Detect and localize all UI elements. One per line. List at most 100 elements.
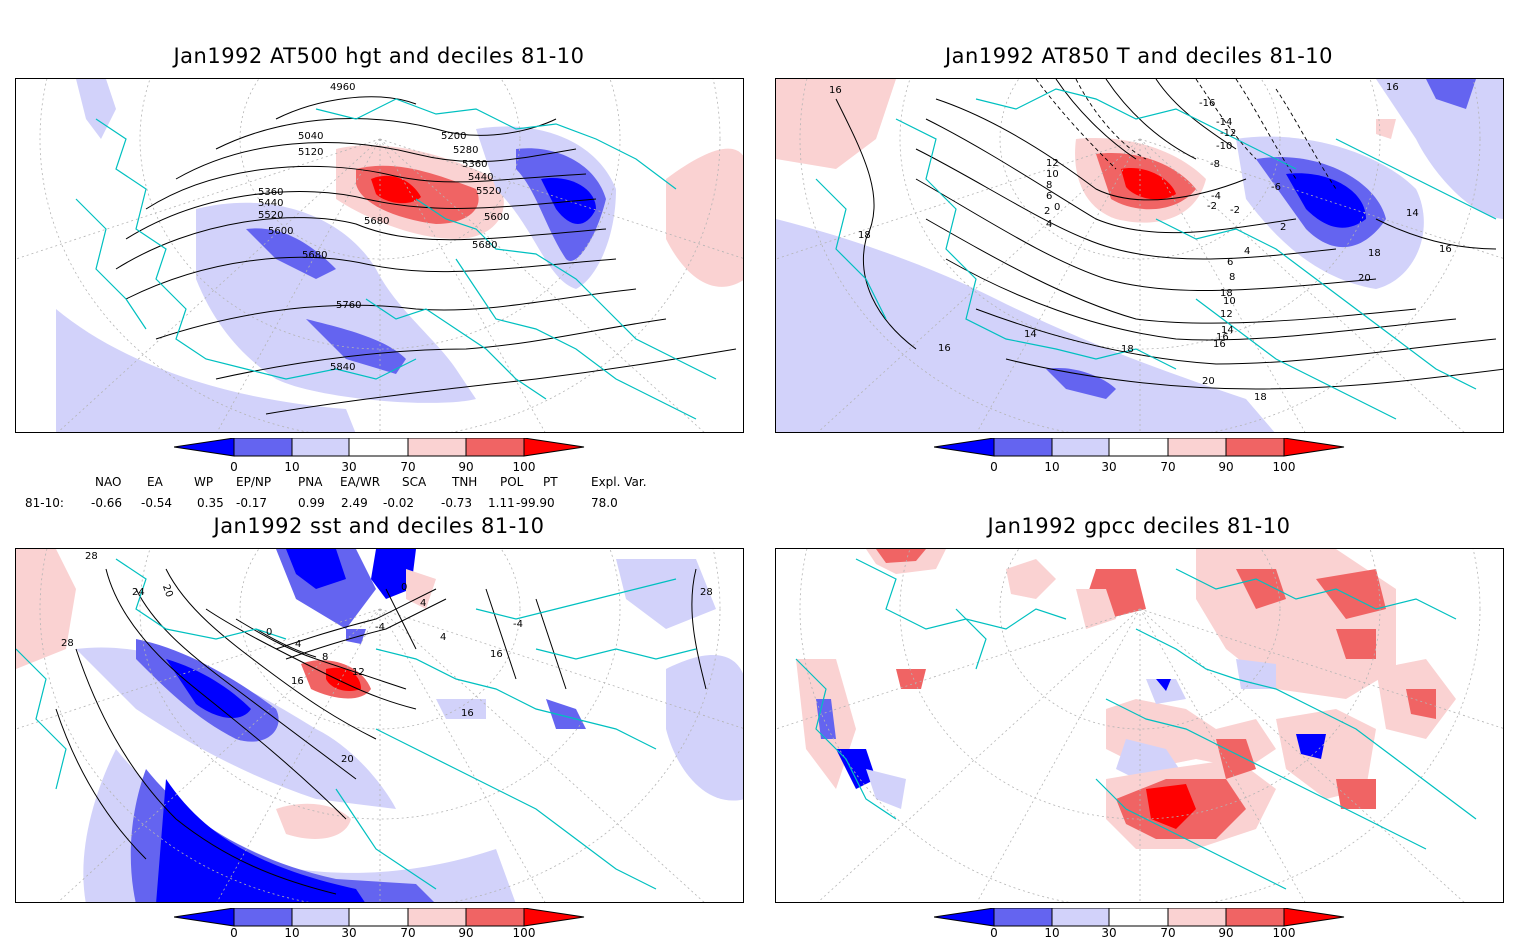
contour-label: 24 xyxy=(132,587,145,598)
contour-label: 16 xyxy=(490,649,503,660)
contour-label: 8 xyxy=(322,652,328,663)
contour-label: 18 xyxy=(1121,344,1134,355)
index-value: 2.49 xyxy=(341,496,368,510)
index-header: POL xyxy=(500,475,524,489)
colorbar-tick: 30 xyxy=(341,926,357,940)
colorbar-swatches xyxy=(173,907,585,927)
contour-label: -2 xyxy=(1230,205,1240,216)
contour-label: 14 xyxy=(1221,325,1234,336)
contour-label: 20 xyxy=(1202,376,1215,387)
contour-label: 5520 xyxy=(258,210,283,221)
contour-label: 28 xyxy=(85,551,98,562)
contour-label: 16 xyxy=(1439,244,1452,255)
colorbar-tick: 70 xyxy=(1160,460,1176,474)
colorbar-swatches xyxy=(173,437,585,457)
contour-label: -6 xyxy=(1271,182,1281,193)
contour-label: 4960 xyxy=(330,82,355,93)
contour-label: 5680 xyxy=(364,216,389,227)
contour-label: 5680 xyxy=(302,250,327,261)
colorbar-tick: 10 xyxy=(1044,460,1060,474)
colorbar-tick: 90 xyxy=(1218,460,1234,474)
contour-label: 4 xyxy=(420,598,426,609)
index-header: EA xyxy=(147,475,163,489)
contour-label: 10 xyxy=(1223,296,1236,307)
index-header: EA/WR xyxy=(340,475,381,489)
colorbar-tick: 100 xyxy=(1272,926,1296,940)
colorbar-tick: 90 xyxy=(458,460,474,474)
contour-label: 5840 xyxy=(330,362,355,373)
index-value: 1.11 xyxy=(488,496,515,510)
contour-label: 6 xyxy=(1046,191,1052,202)
contour-label: 5440 xyxy=(258,198,283,209)
contour-label: 16 xyxy=(938,343,951,354)
contour-label: 5440 xyxy=(468,172,493,183)
contour-label: 28 xyxy=(61,638,74,649)
contour-label: 0 xyxy=(401,582,407,593)
index-value: -0.17 xyxy=(236,496,268,510)
colorbar-hgt: 0 10 30 70 90 100 xyxy=(173,437,594,478)
colorbar-tick: 90 xyxy=(1218,926,1234,940)
contour-label: 14 xyxy=(1024,329,1037,340)
colorbar-sst: 0 10 30 70 90 100 xyxy=(173,907,594,948)
index-header: WP xyxy=(194,475,214,489)
colorbar-tick: 100 xyxy=(512,460,536,474)
index-value: -0.02 xyxy=(383,496,415,510)
panel-title-sst: Jan1992 sst and deciles 81-10 xyxy=(213,514,545,538)
contour-label: 18 xyxy=(1368,248,1381,259)
contour-label: -4 xyxy=(1211,191,1221,202)
contour-label: 16 xyxy=(1386,82,1399,93)
panel-title-gpcc: Jan1992 gpcc deciles 81-10 xyxy=(987,514,1291,538)
contour-label: 4 xyxy=(440,632,446,643)
colorbar-tick: 90 xyxy=(458,926,474,940)
contour-label: 2 xyxy=(1280,222,1286,233)
index-value: -0.73 xyxy=(441,496,473,510)
contour-label: 18 xyxy=(858,230,871,241)
contour-label: 18 xyxy=(1254,392,1267,403)
contour-label: -8 xyxy=(1210,159,1220,170)
colorbar-tick: 30 xyxy=(1101,926,1117,940)
contour-label: -14 xyxy=(1216,117,1232,128)
contour-label: 0 xyxy=(266,627,272,638)
contour-label: 20 xyxy=(1358,273,1371,284)
colorbar-t850: 0 10 30 70 90 100 xyxy=(933,437,1354,478)
index-header: EP/NP xyxy=(236,475,272,489)
contour-label: 5600 xyxy=(268,226,293,237)
contour-label: 5760 xyxy=(336,300,361,311)
contour-label: -16 xyxy=(1199,98,1215,109)
contour-label: -4 xyxy=(513,619,523,630)
contour-label: 5040 xyxy=(298,131,323,142)
map-hgt: 4960 5040 5120 5200 5280 5360 5440 5520 … xyxy=(16,79,743,432)
colorbar-tick: 0 xyxy=(230,460,238,474)
contour-label: 18 xyxy=(1220,288,1233,299)
contour-label: 28 xyxy=(700,587,713,598)
contour-label: 4 xyxy=(295,639,301,650)
colorbar-tick: 70 xyxy=(1160,926,1176,940)
contour-label: 12 xyxy=(1220,309,1233,320)
map-sst: 28 24 20 28 0 4 8 12 16 20 16 12 8 4 0 -… xyxy=(16,549,743,902)
contour-label: 5600 xyxy=(484,212,509,223)
contour-label: 16 xyxy=(1213,339,1226,350)
map-panel-sst: 28 24 20 28 0 4 8 12 16 20 16 12 8 4 0 -… xyxy=(15,548,744,903)
panel-title-t850: Jan1992 AT850 T and deciles 81-10 xyxy=(944,44,1334,68)
contour-label: 6 xyxy=(1227,257,1233,268)
indices-table: NAO EA WP EP/NP PNA EA/WR SCA TNH POL PT… xyxy=(0,475,760,515)
map-panel-gpcc xyxy=(775,548,1504,903)
index-header: PNA xyxy=(298,475,323,489)
index-row-label: 81-10: xyxy=(25,496,64,510)
contour-label: 14 xyxy=(1406,208,1419,219)
colorbar-tick: 30 xyxy=(341,460,357,474)
contour-label: 12 xyxy=(1046,158,1059,169)
contour-label: 16 xyxy=(1216,332,1229,343)
colorbar-swatches xyxy=(933,437,1345,457)
contour-label: 8 xyxy=(1229,272,1235,283)
colorbar-gpcc: 0 10 30 70 90 100 xyxy=(933,907,1354,948)
contour-label: 12 xyxy=(352,667,365,678)
colorbar-swatches xyxy=(933,907,1345,927)
contour-label: -2 xyxy=(1207,201,1217,212)
index-value: -0.66 xyxy=(91,496,123,510)
colorbar-tick: 0 xyxy=(990,460,998,474)
index-value: 78.0 xyxy=(591,496,618,510)
colorbar-tick: 30 xyxy=(1101,460,1117,474)
index-value: 0.35 xyxy=(197,496,224,510)
contour-label: 20 xyxy=(160,583,175,599)
